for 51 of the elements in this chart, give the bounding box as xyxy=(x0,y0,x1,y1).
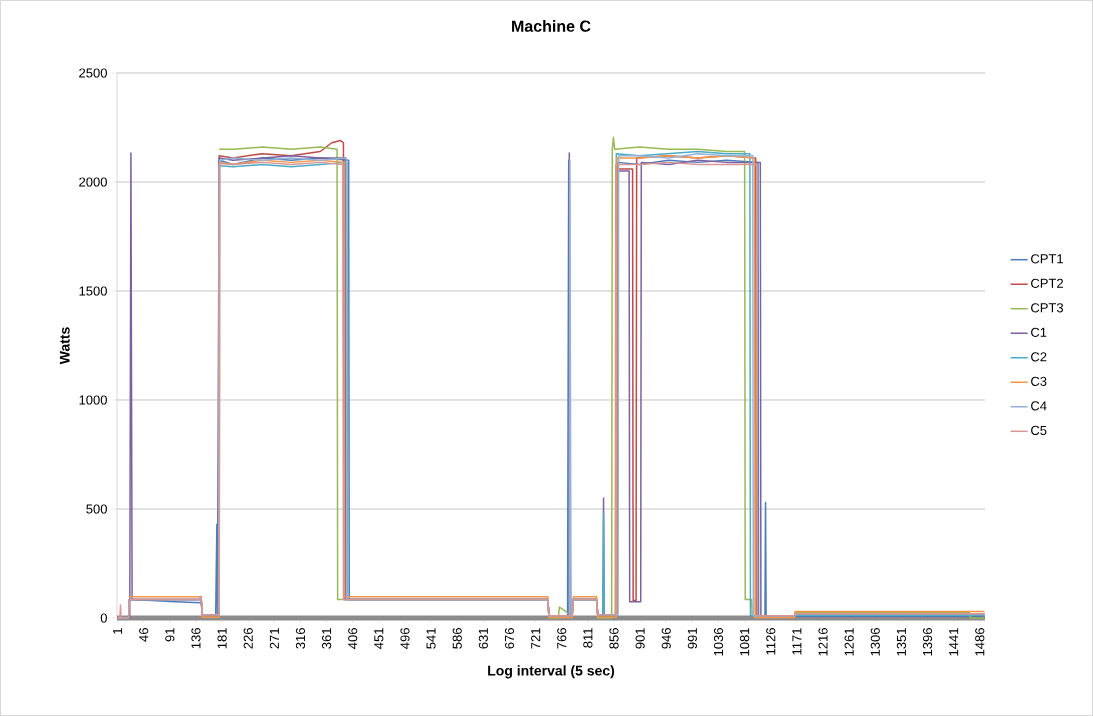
x-tick-label: 1306 xyxy=(870,628,880,656)
x-tick-label: 316 xyxy=(295,628,306,649)
legend-label: CPT1 xyxy=(1031,254,1063,264)
x-tick-label: 721 xyxy=(531,628,541,649)
x-tick-label: 946 xyxy=(661,628,671,649)
legend-label: C2 xyxy=(1031,352,1047,362)
y-tick-label: 500 xyxy=(86,504,107,514)
x-tick-label: 91 xyxy=(165,628,175,642)
x-tick-label: 226 xyxy=(243,628,253,649)
x-tick-label: 1171 xyxy=(792,628,802,655)
x-tick-label: 1081 xyxy=(740,628,750,656)
x-tick-label: 586 xyxy=(452,628,462,649)
x-tick-label: 361 xyxy=(322,628,332,649)
x-tick-label: 451 xyxy=(374,628,384,649)
x-tick-label: 1216 xyxy=(818,628,828,656)
x-tick-label: 631 xyxy=(478,628,488,649)
x-tick-label: 406 xyxy=(348,628,358,649)
x-tick-label: 1 xyxy=(113,628,123,634)
chart-title: Machine C xyxy=(512,20,591,32)
x-tick-label: 1036 xyxy=(713,628,724,656)
x-tick-label: 1486 xyxy=(975,628,985,656)
x-tick-label: 271 xyxy=(269,628,279,649)
x-tick-label: 181 xyxy=(217,628,227,649)
x-tick-label: 136 xyxy=(191,628,201,649)
x-tick-label: 1441 xyxy=(949,628,959,656)
y-tick-label: 1000 xyxy=(79,395,107,405)
x-tick-label: 496 xyxy=(400,628,410,649)
y-tick-label: 0 xyxy=(100,613,107,623)
x-tick-label: 676 xyxy=(504,628,515,649)
legend-label: C4 xyxy=(1031,401,1047,411)
legend-label: CPT2 xyxy=(1031,278,1063,288)
x-tick-label: 856 xyxy=(609,628,619,649)
x-tick-label: 1126 xyxy=(766,628,776,655)
legend-label: C3 xyxy=(1031,376,1047,386)
y-tick-label: 1500 xyxy=(79,286,107,296)
x-axis-title: Log interval (5 sec) xyxy=(488,665,615,679)
y-tick-label: 2500 xyxy=(79,68,107,78)
legend-label: C5 xyxy=(1031,425,1047,435)
x-tick-label: 766 xyxy=(557,628,567,649)
y-axis-title: Watts xyxy=(59,327,70,365)
x-tick-label: 46 xyxy=(139,628,149,642)
x-tick-label: 1351 xyxy=(896,628,906,656)
y-tick-label: 2000 xyxy=(79,177,107,187)
x-tick-label: 1261 xyxy=(844,628,854,656)
x-tick-label: 991 xyxy=(687,628,697,649)
x-tick-label: 1396 xyxy=(922,628,933,656)
x-tick-label: 901 xyxy=(635,628,645,649)
x-tick-label: 811 xyxy=(583,628,593,648)
legend-label: C1 xyxy=(1031,327,1047,337)
x-tick-label: 541 xyxy=(426,628,436,649)
legend-label: CPT3 xyxy=(1031,303,1064,313)
